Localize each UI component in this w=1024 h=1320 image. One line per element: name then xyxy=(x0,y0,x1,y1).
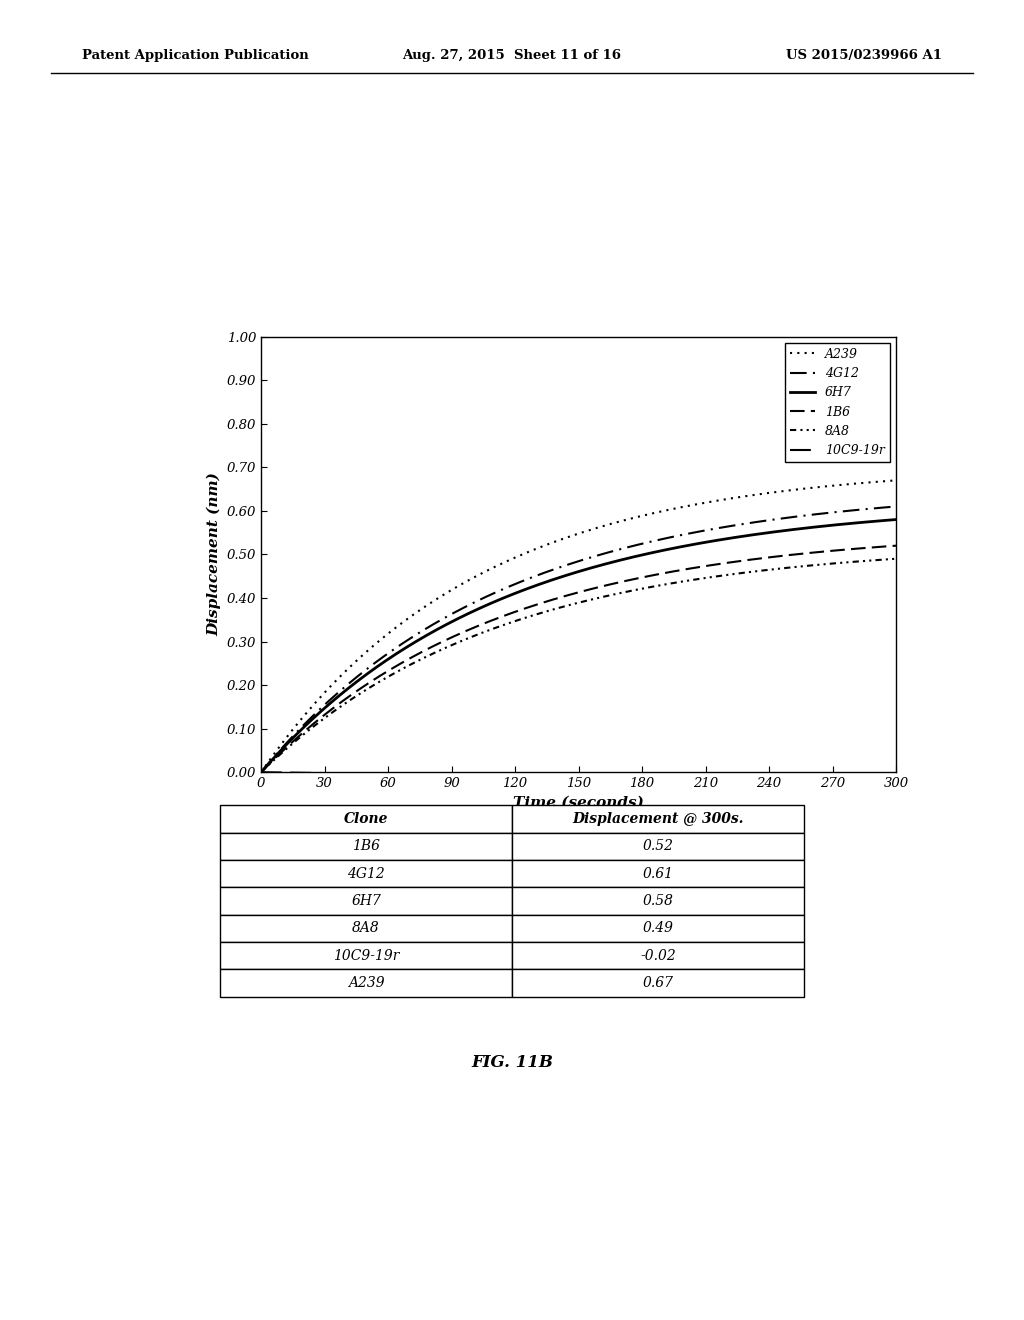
Text: US 2015/0239966 A1: US 2015/0239966 A1 xyxy=(786,49,942,62)
X-axis label: Time (seconds): Time (seconds) xyxy=(513,796,644,809)
Legend: A239, 4G12, 6H7, 1B6, 8A8, 10C9-19r: A239, 4G12, 6H7, 1B6, 8A8, 10C9-19r xyxy=(784,343,890,462)
Text: Patent Application Publication: Patent Application Publication xyxy=(82,49,308,62)
Text: Aug. 27, 2015  Sheet 11 of 16: Aug. 27, 2015 Sheet 11 of 16 xyxy=(402,49,622,62)
Text: FIG. 11B: FIG. 11B xyxy=(471,1055,553,1071)
Y-axis label: Displacement (nm): Displacement (nm) xyxy=(207,473,221,636)
